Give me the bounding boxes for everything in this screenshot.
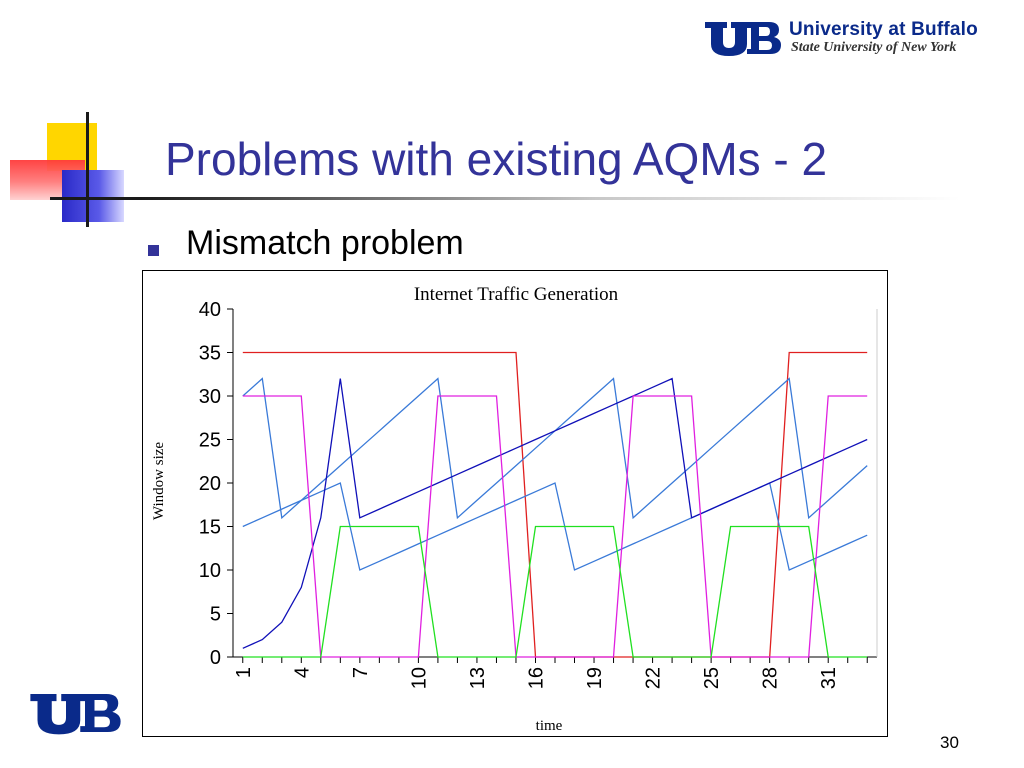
x-tick-label: 25 — [701, 667, 723, 689]
x-tick-label: 31 — [818, 667, 840, 689]
x-tick-label: 7 — [350, 667, 372, 678]
series-line-2 — [242, 377, 868, 520]
series-line-4 — [242, 377, 868, 649]
y-tick-label: 25 — [199, 430, 221, 452]
decor-vertical-line — [86, 112, 89, 227]
y-tick-label: 0 — [210, 647, 221, 669]
y-tick-label: 10 — [199, 560, 221, 582]
chart-ylabel: Window size — [151, 442, 167, 520]
y-tick-label: 30 — [199, 386, 221, 408]
series-line-6 — [242, 525, 868, 658]
x-tick-label: 19 — [584, 667, 606, 689]
bullet-text: Mismatch problem — [186, 224, 464, 262]
ub-bottom-logo — [28, 688, 123, 738]
y-tick-label: 20 — [199, 473, 221, 495]
line-chart: Internet Traffic Generation Window size … — [151, 284, 878, 734]
x-tick-label: 10 — [408, 667, 430, 689]
x-tick-label: 16 — [525, 667, 547, 689]
series-line-5 — [242, 395, 868, 658]
y-tick-label: 40 — [199, 299, 221, 321]
page-number: 30 — [940, 733, 959, 752]
x-tick-label: 28 — [760, 667, 782, 689]
y-tick-label: 15 — [199, 517, 221, 539]
chart-xlabel: time — [536, 718, 563, 734]
x-tick-label: 1 — [233, 667, 255, 678]
slide-title: Problems with existing AQMs - 2 — [165, 133, 828, 185]
ub-logo-icon — [705, 22, 781, 56]
chart-title: Internet Traffic Generation — [414, 284, 619, 305]
university-name: University at Buffalo — [789, 19, 978, 40]
university-subtitle: State University of New York — [791, 40, 957, 55]
y-tick-label: 5 — [210, 604, 221, 626]
x-tick-label: 22 — [643, 667, 665, 689]
ub-logo-icon — [30, 694, 121, 735]
decor-blue-square — [62, 170, 124, 222]
x-tick-label: 4 — [291, 667, 313, 678]
chart-frame: Internet Traffic Generation Window size … — [142, 270, 888, 737]
series-line-1 — [242, 351, 868, 658]
x-tick-label: 13 — [467, 667, 489, 689]
bullet-icon — [148, 245, 159, 256]
decor-horizontal-line — [50, 197, 960, 200]
university-logo: University at Buffalo State University o… — [703, 18, 1003, 60]
y-tick-label: 35 — [199, 343, 221, 365]
